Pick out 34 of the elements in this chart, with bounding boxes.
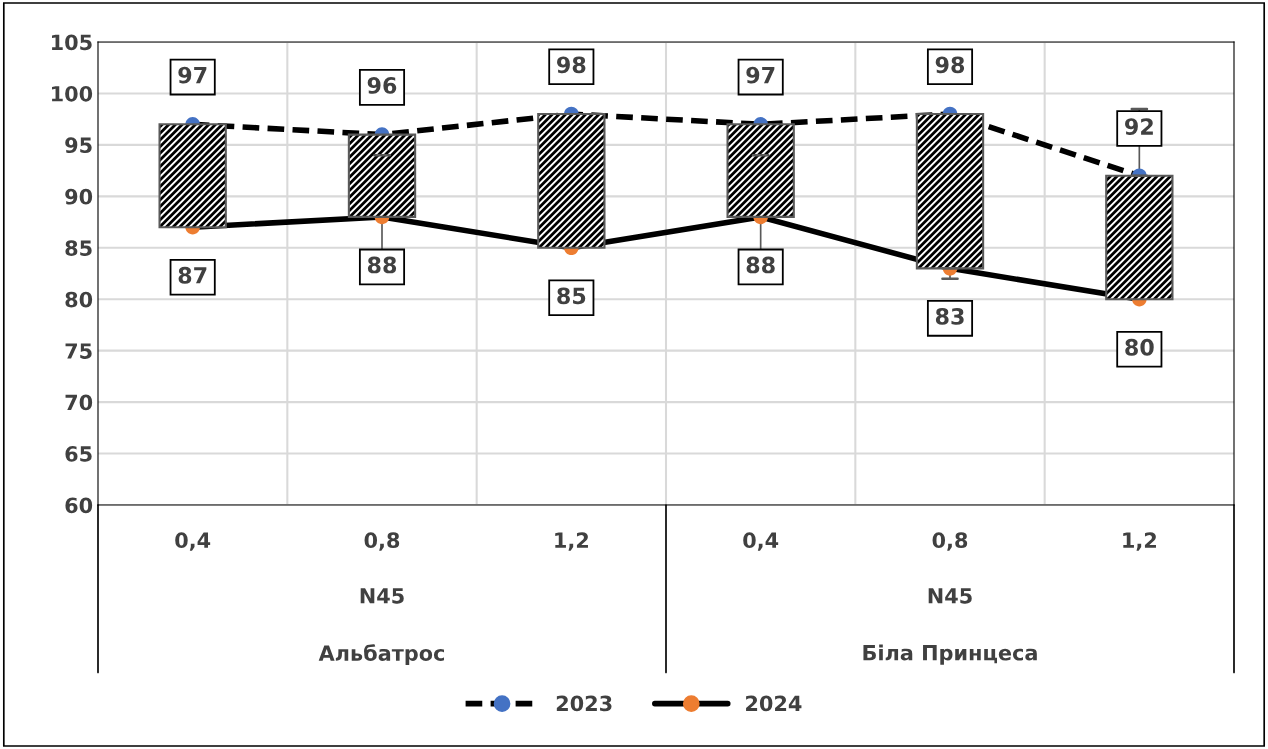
legend-label: 2023 xyxy=(556,695,612,712)
text: Біла Принцеса xyxy=(863,644,1037,665)
data-label: 92 xyxy=(1125,118,1153,135)
data-label: 85 xyxy=(557,287,586,305)
data-label: 97 xyxy=(746,66,775,84)
y-tick-label: 70 xyxy=(65,394,93,411)
y-tick-label: 100 xyxy=(52,85,93,102)
y-tick-label: 95 xyxy=(65,137,92,154)
legend-label: 2024 xyxy=(746,695,802,712)
data-label: 83 xyxy=(935,307,964,325)
x-tick-label: 1,2 xyxy=(1123,532,1156,551)
data-label: 88 xyxy=(746,256,775,274)
y-tick-label: 75 xyxy=(65,343,92,359)
text: Альбатрос xyxy=(318,644,445,665)
data-label: 88 xyxy=(367,256,397,274)
y-tick-label: 60 xyxy=(65,497,93,514)
y-tick-label: 90 xyxy=(65,188,93,205)
data-label: 98 xyxy=(557,56,586,74)
y-tick-label: 105 xyxy=(52,34,92,51)
data-label: 97 xyxy=(178,66,207,84)
x-tick-label: 0,4 xyxy=(175,532,211,551)
x-tick-label: 1,2 xyxy=(555,532,588,551)
text: N45 xyxy=(360,588,404,604)
data-label: 96 xyxy=(367,77,397,94)
x-tick-label: 0,8 xyxy=(364,532,400,551)
data-label: 87 xyxy=(178,266,207,284)
x-tick-label: 0,8 xyxy=(932,532,968,551)
y-tick-label: 80 xyxy=(65,291,93,308)
x-tick-label: 0,4 xyxy=(743,532,779,551)
data-label: 98 xyxy=(935,56,965,74)
data-label: 80 xyxy=(1125,338,1154,356)
y-tick-label: 65 xyxy=(65,446,92,462)
y-tick-label: 85 xyxy=(65,240,92,256)
text: N45 xyxy=(928,588,972,604)
